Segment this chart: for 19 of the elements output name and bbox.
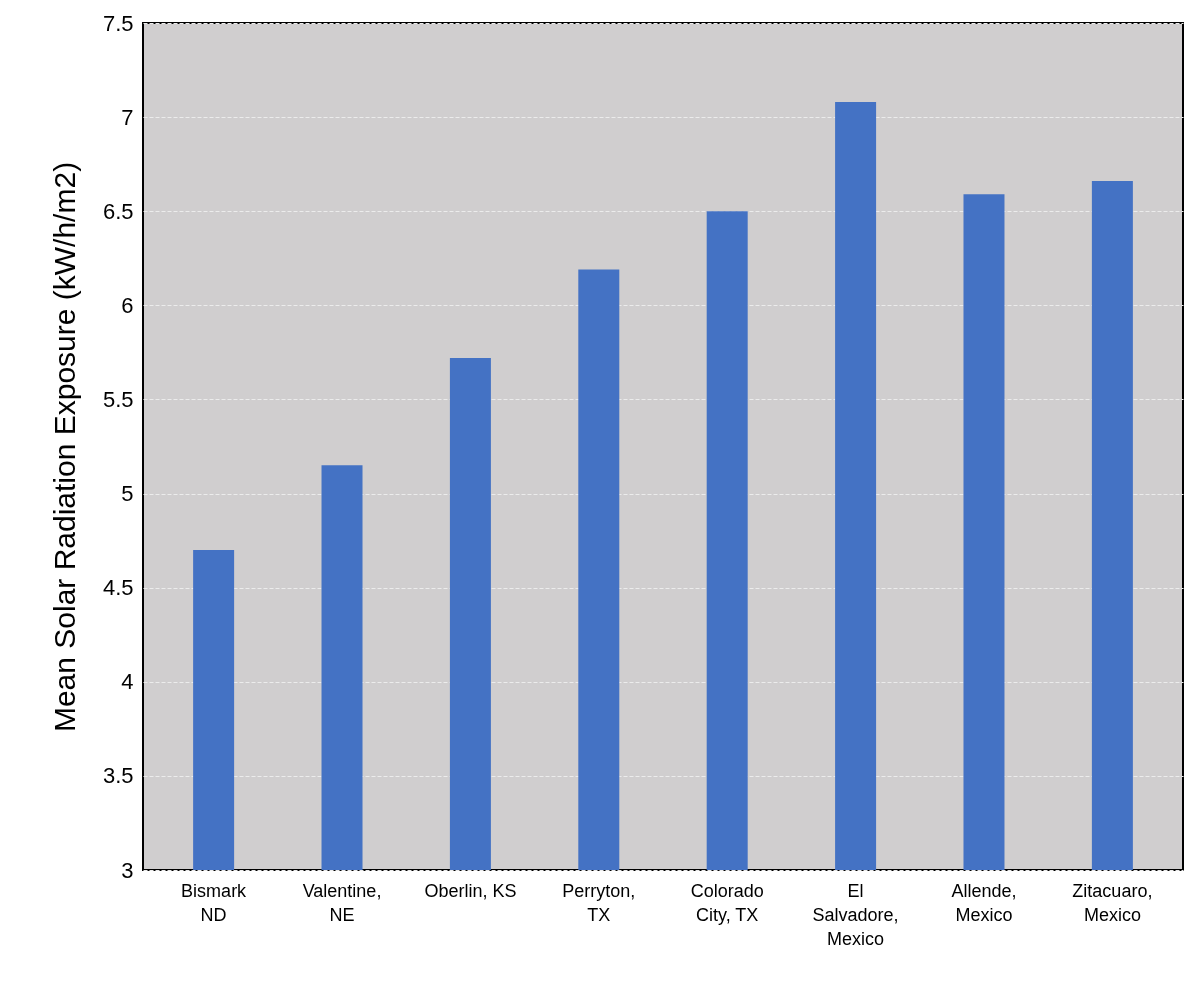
x-tick-label: Perryton, TX xyxy=(562,880,636,925)
x-tick-label: Colorado City, TX xyxy=(690,880,764,925)
y-tick-label: 7.5 xyxy=(102,10,134,36)
x-tick-label: El Salvadore, Mexico xyxy=(812,880,899,949)
y-tick-label: 3.5 xyxy=(102,763,134,789)
x-tick-label: Valentine, NE xyxy=(302,880,382,925)
y-tick-label: 5 xyxy=(121,481,134,507)
x-tick-label: Allende, Mexico xyxy=(951,880,1017,925)
y-tick-label: 4.5 xyxy=(102,575,134,601)
y-axis-title: Mean Solar Radiation Exposure (kW/h/m2) xyxy=(47,161,81,733)
y-tick-label: 7 xyxy=(121,104,134,130)
x-tick-label: Zitacuaro, Mexico xyxy=(1072,880,1153,925)
y-tick-label: 4 xyxy=(121,669,134,695)
y-tick-label: 6 xyxy=(121,292,134,318)
x-tick-label: Bismark ND xyxy=(181,880,248,925)
y-tick-label: 3 xyxy=(121,857,134,883)
x-tick-label: Oberlin, KS xyxy=(424,880,517,901)
y-tick-label: 5.5 xyxy=(102,386,134,412)
y-tick-label: 6.5 xyxy=(102,198,134,224)
